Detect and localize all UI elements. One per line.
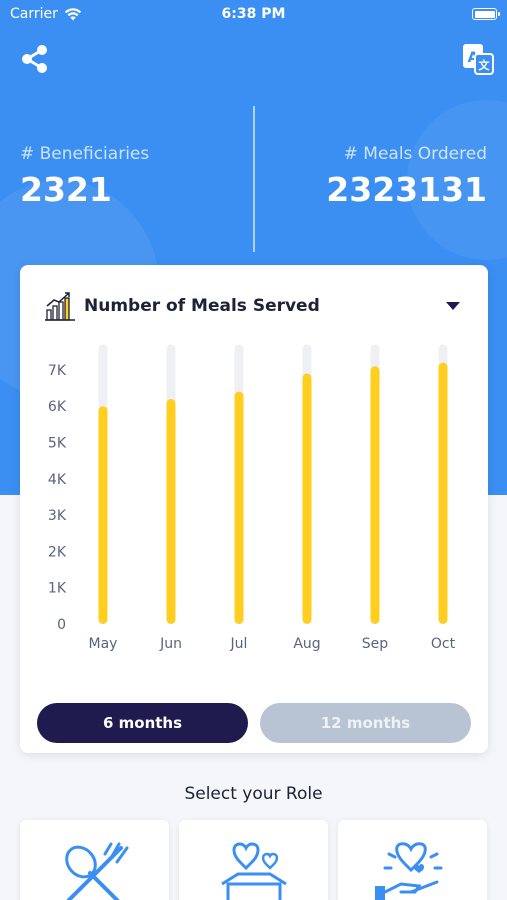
role-card-meals[interactable] [20,820,169,900]
x-axis-tick-label: May [89,636,118,652]
card-header: Number of Meals Served [44,289,464,323]
y-axis-tick-label: 4K [48,472,67,488]
carrier-label: Carrier [10,6,58,22]
beneficiaries-value: 2321 [20,170,112,209]
bar-may [98,406,108,624]
fork-spoon-icon [64,842,128,900]
bar-oct [438,362,448,624]
wifi-icon [64,7,82,20]
role-card-donor[interactable] [179,820,328,900]
donation-box-icon [220,842,287,900]
battery-icon [472,8,500,20]
y-axis-tick-label: 1K [48,581,67,597]
x-axis-tick-label: Oct [431,636,456,652]
translate-button[interactable]: A 文 [461,42,495,76]
x-axis-tick-label: Sep [362,636,389,652]
y-axis-tick-label: 7K [48,363,67,379]
status-time: 6:38 PM [221,6,286,22]
hand-heart-icon [374,842,442,900]
role-card-volunteer[interactable] [338,820,487,900]
y-axis-tick-label: 3K [48,508,67,524]
x-axis-tick-label: Aug [293,636,320,652]
carrier-info: Carrier [10,6,82,22]
x-axis-tick-label: Jul [230,636,248,652]
meals-ordered-label: # Meals Ordered [343,144,487,164]
svg-text:A: A [468,50,479,66]
y-axis-tick-label: 2K [48,544,67,560]
y-axis-tick-label: 6K [48,399,67,415]
bar-jul [234,391,244,624]
bar-chart-growth-icon [45,292,75,321]
svg-text:文: 文 [479,58,491,72]
chart-title: Number of Meals Served [84,296,320,316]
bar-sep [370,366,380,624]
twelve-months-toggle[interactable]: 12 months [260,703,471,743]
six-months-toggle[interactable]: 6 months [37,703,248,743]
bar-jun [166,398,176,624]
share-icon [22,45,47,73]
meals-bar-chart: 0 1K 2K 3K 4K 5K 6K 7K May Jun Jul Aug Sep Oct [48,344,456,652]
meals-ordered-value: 2323131 [326,170,487,209]
share-button[interactable] [18,42,52,76]
y-axis-tick-label: 0 [57,617,66,633]
x-axis-tick-label: Jun [159,636,182,652]
select-role-title: Select your Role [184,784,323,804]
y-axis-tick-label: 5K [48,436,67,452]
stats-divider [253,106,255,252]
translate-icon: A 文 [463,44,494,75]
caret-down-icon [446,302,460,310]
beneficiaries-label: # Beneficiaries [20,144,150,164]
chart-dropdown-button[interactable] [442,295,464,317]
meals-chart-card: Number of Meals Served 0 1K 2K 3K 4K 5K 6K 7K Ma… [20,265,488,753]
bar-aug [302,373,312,624]
status-bar: Carrier 6:38 PM [0,0,507,30]
